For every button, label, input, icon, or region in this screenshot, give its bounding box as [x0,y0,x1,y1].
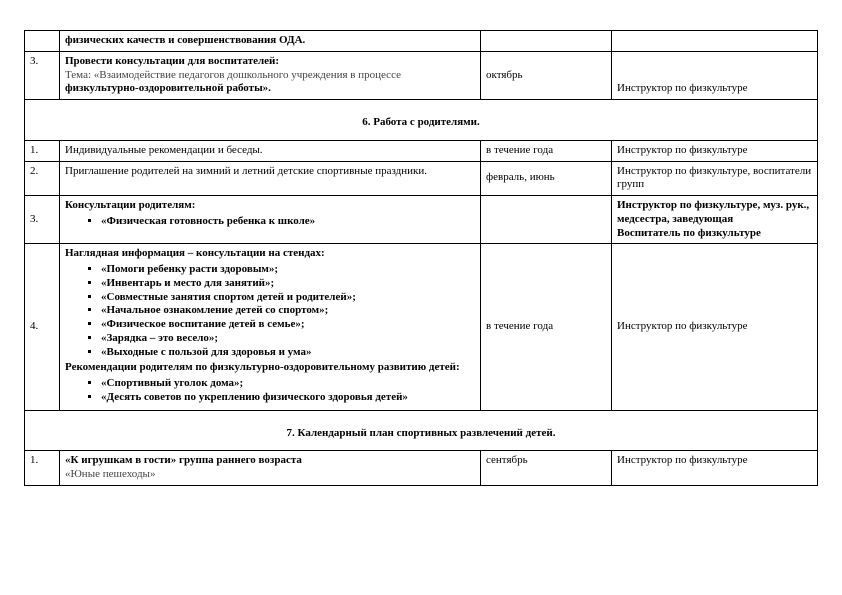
text: «Зарядка – это весело»; [101,332,218,344]
bullet-list: «Помоги ребенку расти здоровым»; «Инвент… [65,263,475,359]
table-row: 4. Наглядная информация – консультации н… [25,244,818,410]
text: медсестра, заведующая [617,213,733,225]
cell-date: в течение года [481,140,612,161]
list-item: «Инвентарь и место для занятий»; [101,277,475,291]
text: Тема: «Взаимодействие педагогов дошкольн… [65,69,401,81]
text: Инструктор по физкультуре, муз. рук., [617,199,809,211]
cell-resp: Инструктор по физкультуре [612,451,818,486]
text: «Совместные занятия спортом детей и роди… [101,291,356,303]
text: «Начальное ознакомление детей со спортом… [101,304,328,316]
section-title-row: 6. Работа с родителями. [25,110,818,140]
text: «Выходные с пользой для здоровья и ума» [101,346,311,358]
cell-desc: Наглядная информация – консультации на с… [60,244,481,410]
section-spacer [25,100,818,111]
text: «Юные пешеходы» [65,468,155,480]
cell-resp: Инструктор по физкультуре, воспитатели г… [612,161,818,196]
cell-date [481,196,612,244]
text-bold: «К игрушкам в гости» группа раннего возр… [65,454,302,466]
bullet-list: «Спортивный уголок дома»; «Десять совето… [65,377,475,405]
cell-date: в течение года [481,244,612,410]
table-row: 1. Индивидуальные рекомендации и беседы.… [25,140,818,161]
section-title: 6. Работа с родителями. [25,110,818,140]
text-bold: Провести консультации для воспитателей: [65,55,279,67]
text-bold: Наглядная информация – консультации на с… [65,247,325,259]
cell-desc: Провести консультации для воспитателей: … [60,51,481,99]
list-item: «Начальное ознакомление детей со спортом… [101,304,475,318]
text-bold: физкультурно-оздоровительной работы». [65,82,271,94]
cell-date: февраль, июнь [481,161,612,196]
cell-date: сентябрь [481,451,612,486]
text: «Физическое воспитание детей в семье»; [101,318,305,330]
text: «Десять советов по укреплению физическог… [101,391,408,403]
bullet-list: «Физическая готовность ребенка к школе» [65,215,475,229]
cell-num [25,31,60,52]
list-item: «Совместные занятия спортом детей и роди… [101,291,475,305]
cell-desc: «К игрушкам в гости» группа раннего возр… [60,451,481,486]
cell-desc: Приглашение родителей на зимний и летний… [60,161,481,196]
text: «Физическая готовность ребенка к школе» [101,215,315,227]
list-item: «Десять советов по укреплению физическог… [101,391,475,405]
list-item: «Зарядка – это весело»; [101,332,475,346]
cell-resp: Инструктор по физкультуре [612,244,818,410]
list-item: «Физическая готовность ребенка к школе» [101,215,475,229]
section-title: 7. Календарный план спортивных развлечен… [25,421,818,451]
cell-desc: Консультации родителям: «Физическая гото… [60,196,481,244]
list-item: «Спортивный уголок дома»; [101,377,475,391]
cell-num: 2. [25,161,60,196]
cell-resp [612,31,818,52]
cell-date [481,31,612,52]
text: физических качеств и совершенствования О… [65,34,305,46]
list-item: «Выходные с пользой для здоровья и ума» [101,346,475,360]
list-item: «Физическое воспитание детей в семье»; [101,318,475,332]
list-item: «Помоги ребенку расти здоровым»; [101,263,475,277]
section-spacer [25,410,818,421]
cell-desc: Индивидуальные рекомендации и беседы. [60,140,481,161]
text: «Помоги ребенку расти здоровым»; [101,263,278,275]
cell-num: 1. [25,140,60,161]
text: «Инвентарь и место для занятий»; [101,277,274,289]
text-bold: Консультации родителям: [65,199,195,211]
text-bold: Рекомендации родителям по физкультурно-о… [65,361,460,373]
cell-resp: Инструктор по физкультуре [612,51,818,99]
cell-num: 3. [25,196,60,244]
table-row: 1. «К игрушкам в гости» группа раннего в… [25,451,818,486]
table-row: 3. Провести консультации для воспитателе… [25,51,818,99]
cell-resp: Инструктор по физкультуре [612,140,818,161]
cell-num: 3. [25,51,60,99]
section-title-row: 7. Календарный план спортивных развлечен… [25,421,818,451]
cell-num: 4. [25,244,60,410]
cell-resp: Инструктор по физкультуре, муз. рук., ме… [612,196,818,244]
table-row: физических качеств и совершенствования О… [25,31,818,52]
cell-num: 1. [25,451,60,486]
cell-date: октябрь [481,51,612,99]
table-row: 3. Консультации родителям: «Физическая г… [25,196,818,244]
document-table: физических качеств и совершенствования О… [24,30,818,486]
text: «Спортивный уголок дома»; [101,377,243,389]
cell-desc: физических качеств и совершенствования О… [60,31,481,52]
table-row: 2. Приглашение родителей на зимний и лет… [25,161,818,196]
text: Воспитатель по физкультуре [617,227,761,239]
